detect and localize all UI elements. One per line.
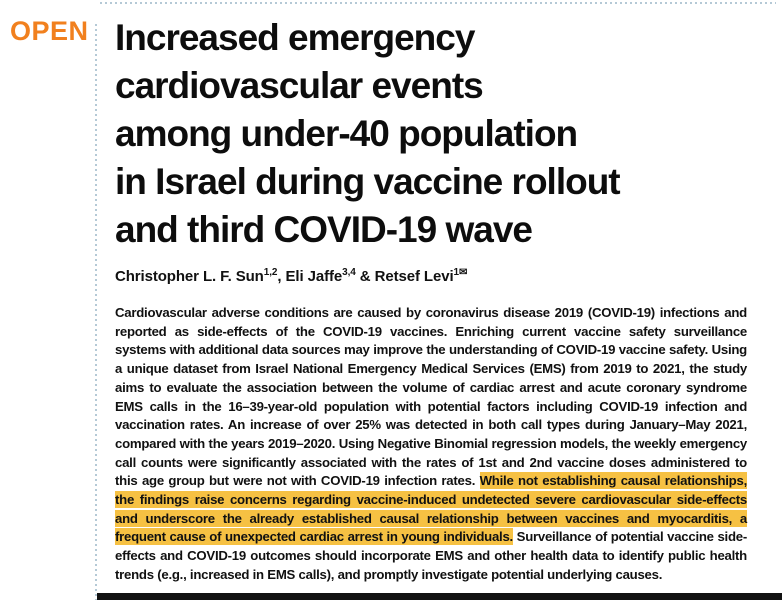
author-affiliation: 1 — [453, 267, 460, 278]
open-access-badge: OPEN — [10, 16, 89, 46]
top-dotted-rule — [100, 2, 776, 4]
author-line: Christopher L. F. Sun1,2, Eli Jaffe3,4 &… — [115, 267, 755, 285]
article-column: Increased emergency cardiovascular event… — [115, 14, 755, 598]
left-dotted-rule — [95, 24, 97, 600]
author-name: Retsef Levi — [374, 268, 454, 285]
abstract-text: Cardiovascular adverse conditions are ca… — [115, 305, 747, 489]
author-name: Eli Jaffe — [285, 268, 343, 285]
title-line: cardiovascular events — [115, 65, 484, 106]
title-line: in Israel during vaccine rollout — [115, 161, 621, 202]
author-affiliation: 3,4 — [342, 267, 356, 278]
section-divider-bar — [97, 593, 782, 600]
abstract-text: Surveillance of potential vaccine side-e… — [115, 529, 747, 582]
email-icon[interactable]: ✉ — [459, 267, 468, 278]
title-line: and third COVID-19 wave — [115, 209, 533, 250]
author-name: Christopher L. F. Sun — [115, 268, 264, 285]
title-line: Increased emergency — [115, 17, 475, 58]
author-separator: , — [277, 268, 286, 285]
author-affiliation: 1,2 — [263, 267, 278, 278]
article-title: Increased emergency cardiovascular event… — [115, 14, 755, 254]
author-separator: & — [355, 268, 375, 285]
title-line: among under-40 population — [115, 113, 578, 154]
abstract-paragraph: Cardiovascular adverse conditions are ca… — [115, 304, 747, 585]
